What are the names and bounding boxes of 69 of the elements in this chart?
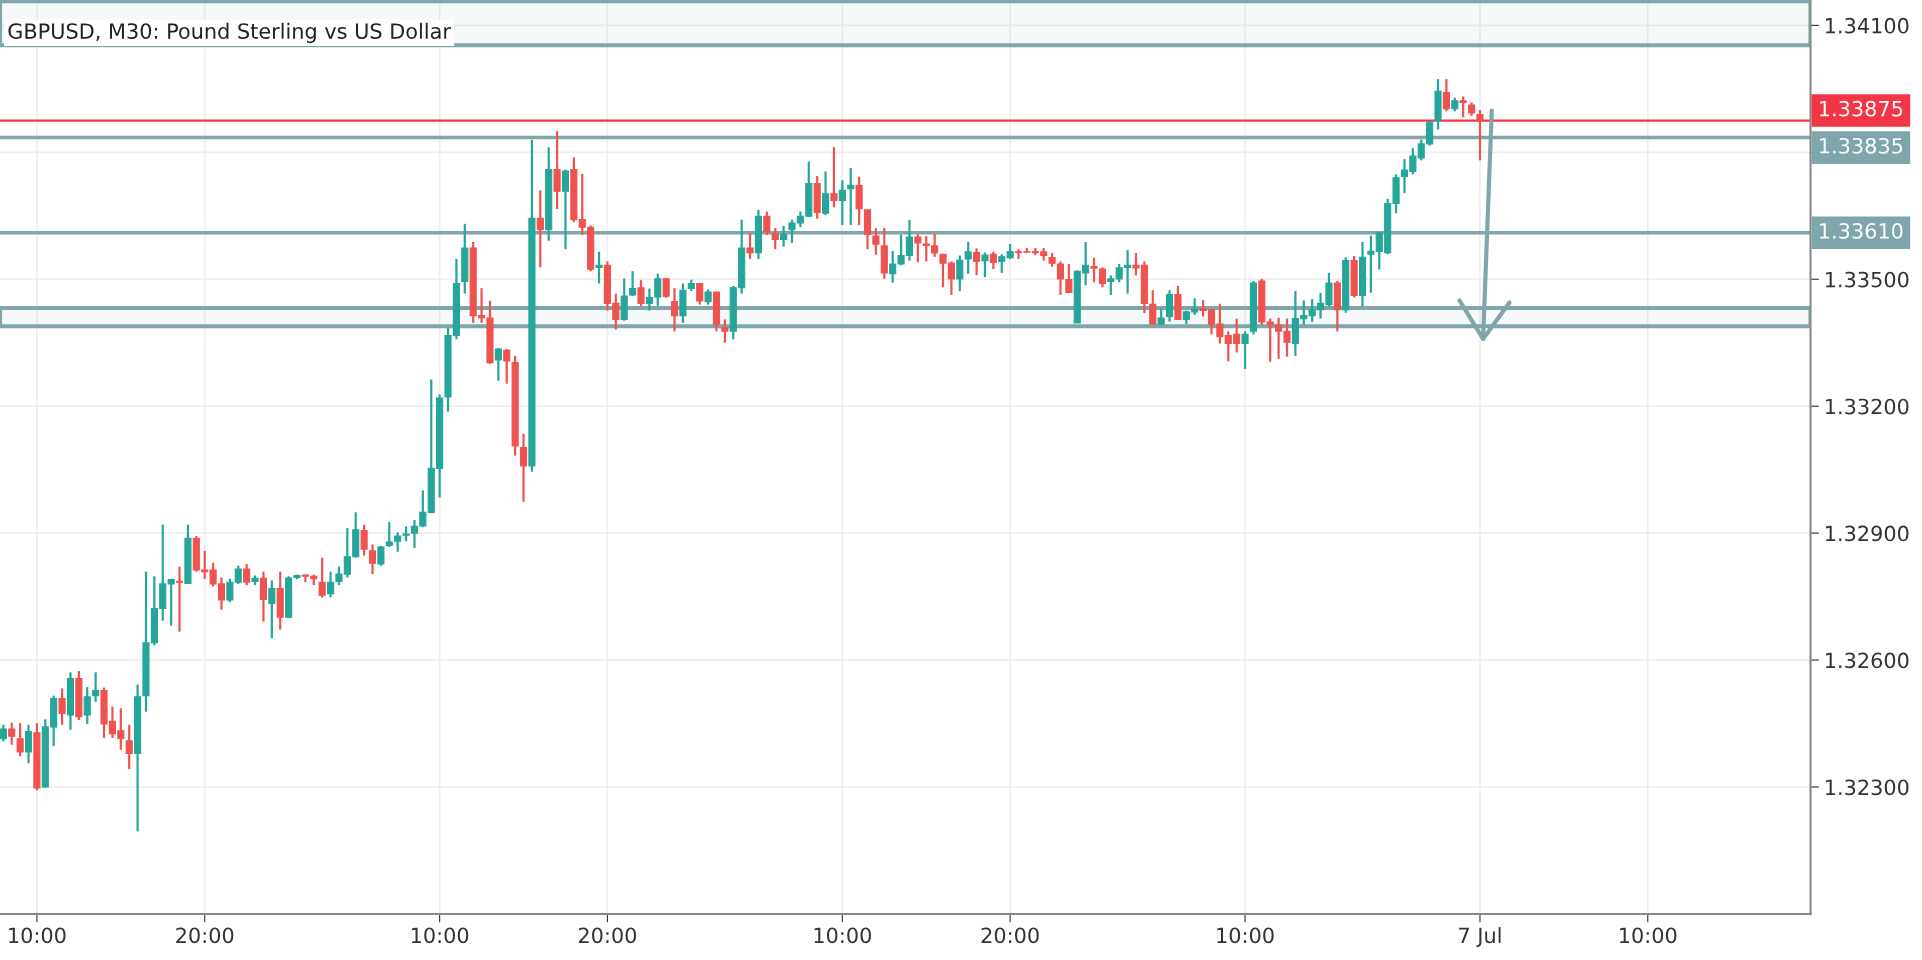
y-tick-label: 1.32300: [1826, 779, 1909, 796]
candlestick: [16, 721, 24, 758]
x-tick-label: 10:00: [9, 927, 66, 944]
candlestick: [494, 346, 502, 382]
candlestick: [872, 226, 880, 256]
x-tick-label: 20:00: [981, 927, 1039, 944]
candlestick: [259, 570, 268, 623]
candlestick: [780, 224, 788, 248]
y-tick-label: 1.34100: [1826, 17, 1909, 34]
candlestick: [956, 254, 964, 293]
candlestick: [503, 347, 511, 385]
candlestick: [821, 170, 830, 217]
x-tick-label: 20:00: [578, 927, 637, 944]
y-tick-label: 1.33200: [1826, 398, 1909, 415]
x-tick-label: 7 Jul: [1459, 927, 1501, 948]
candlestick: [1241, 330, 1249, 371]
candlestick: [519, 432, 528, 503]
candlestick: [1459, 95, 1467, 119]
candlestick: [1165, 289, 1174, 323]
candlestick: [763, 210, 771, 236]
candlestick: [92, 671, 100, 704]
candlestick: [561, 168, 570, 251]
candlestick: [637, 278, 645, 308]
candlestick: [318, 556, 326, 599]
candlestick: [670, 287, 679, 333]
ref-line-label: 1.33835: [1820, 137, 1903, 154]
candlestick: [1476, 108, 1484, 162]
x-tick-label: 10:00: [814, 927, 871, 944]
candlestick: [125, 723, 133, 771]
candlestick: [838, 179, 846, 227]
candlestick: [696, 282, 704, 306]
ref-line-label: 1.33875: [1820, 100, 1903, 117]
candlestick: [981, 251, 989, 279]
x-tick-label: 20:00: [176, 927, 234, 944]
candlestick: [360, 523, 368, 557]
candlestick: [1442, 78, 1450, 113]
candlestick: [368, 543, 377, 576]
candlestick: [830, 146, 838, 209]
candlestick: [1065, 262, 1073, 294]
candlestick: [1107, 274, 1115, 297]
candlestick: [83, 686, 91, 726]
y-tick-label: 1.32900: [1826, 525, 1909, 542]
candlestick: [847, 166, 855, 227]
candlestick: [243, 562, 251, 587]
candlestick: [721, 318, 729, 344]
candlestick: [175, 565, 184, 633]
text: GBPUSD, M30: Pound Sterling vs US Dollar: [8, 22, 451, 43]
candlestick: [746, 232, 754, 261]
candlestick: [8, 721, 16, 746]
candlestick: [855, 175, 863, 227]
candlestick: [771, 226, 779, 251]
candlestick: [620, 277, 628, 322]
candlestick: [629, 270, 637, 298]
x-tick-label: 10:00: [1620, 927, 1677, 944]
candlestick: [24, 723, 33, 765]
y-tick-label: 1.32600: [1826, 652, 1909, 669]
candlestick: [553, 130, 561, 211]
x-tick-label: 10:00: [411, 927, 469, 944]
candlestick: [268, 579, 276, 640]
candlestick: [326, 570, 335, 599]
candlestick: [58, 687, 66, 726]
y-tick-label: 1.33500: [1826, 271, 1909, 288]
candlestick: [964, 240, 972, 275]
candlestick: [1149, 289, 1157, 326]
ref-line-label: 1.33610: [1820, 223, 1903, 239]
x-tick-label: 10:00: [1217, 927, 1274, 944]
candlestick: [973, 247, 981, 277]
candlestick: [536, 189, 544, 269]
candlestick: [595, 250, 603, 285]
